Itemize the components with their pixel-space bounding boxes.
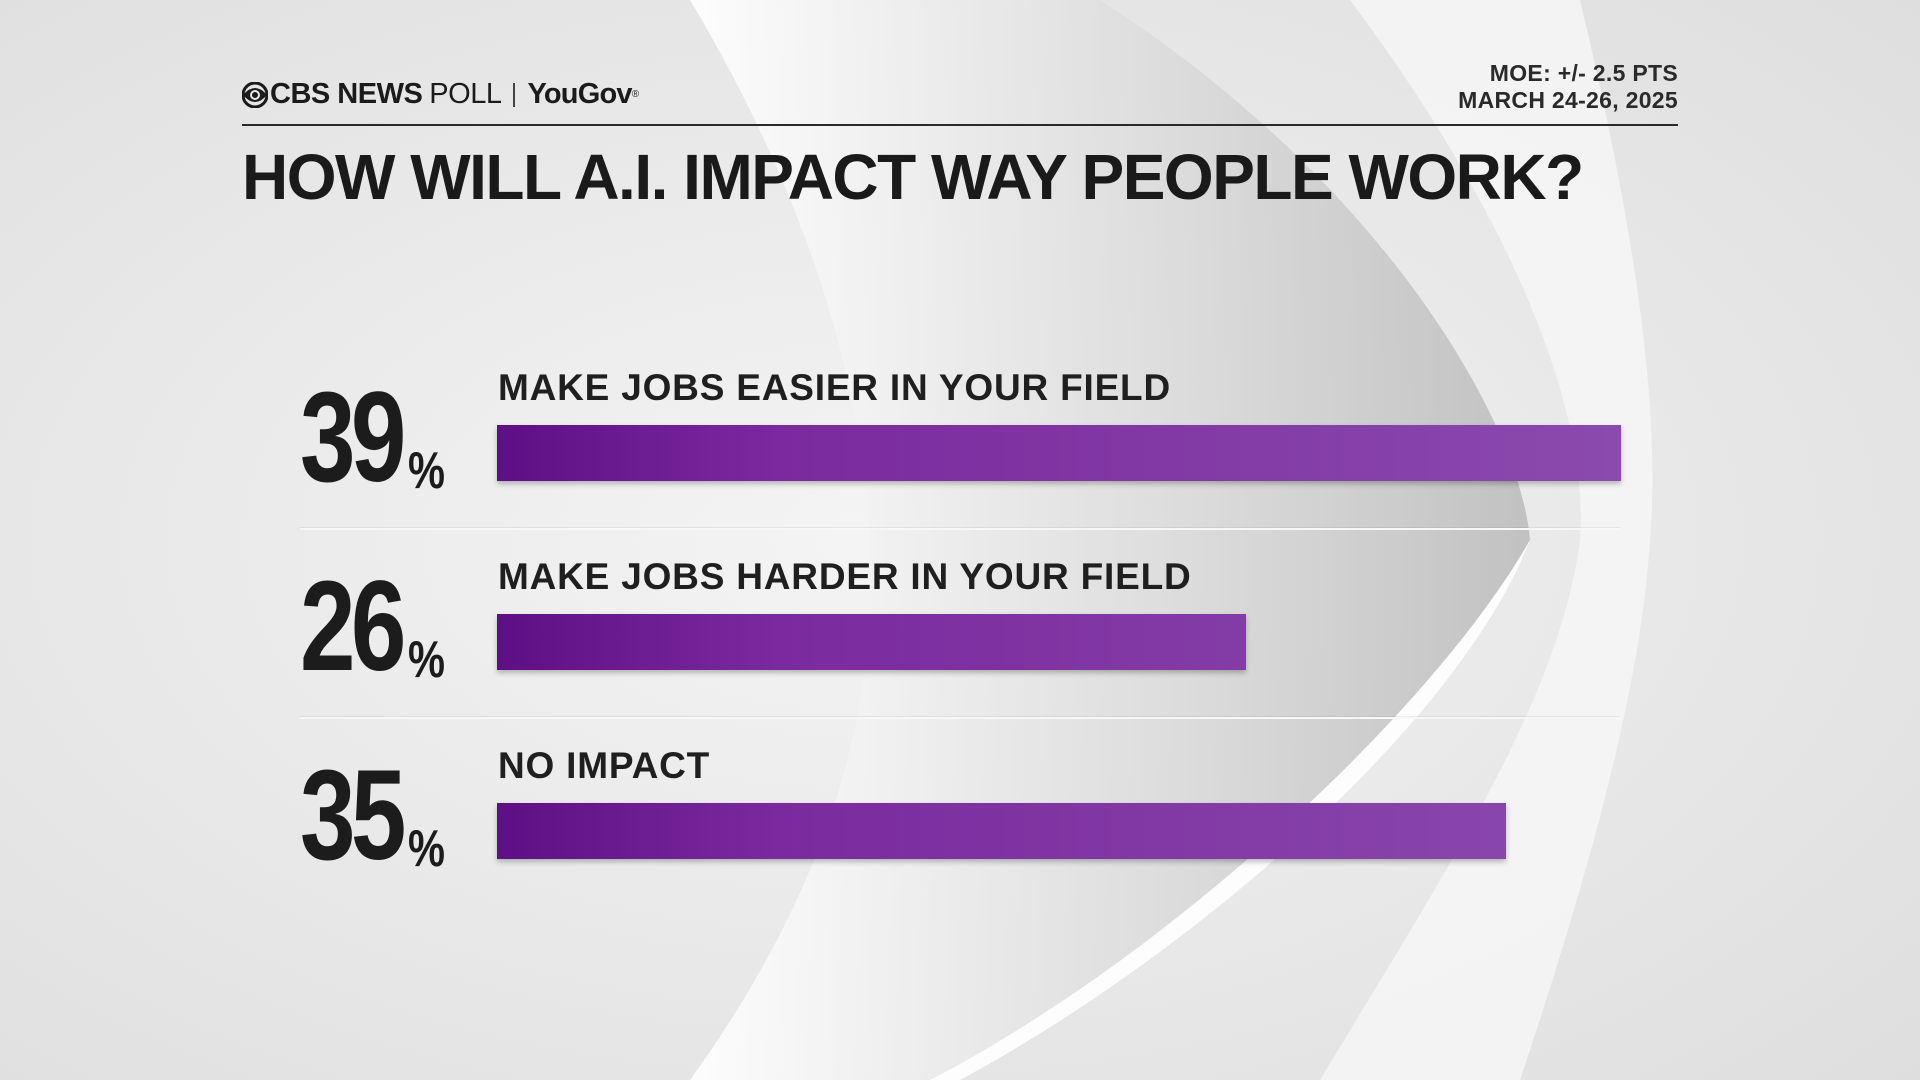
percent-sign: % [408, 631, 446, 689]
category-label: MAKE JOBS EASIER IN YOUR FIELD [498, 367, 1171, 408]
percent-sign: % [408, 442, 446, 500]
row-divider [300, 717, 1620, 719]
percent-value: 39 % [300, 366, 490, 509]
poll-header: CBS NEWS POLL YouGov ® MOE: +/- 2.5 PTS … [242, 60, 1678, 126]
poll-dates: MARCH 24-26, 2025 [1458, 87, 1678, 113]
registered-mark: ® [631, 89, 639, 100]
bar-track [497, 803, 1621, 859]
percent-value: 35 % [300, 744, 490, 887]
percent-sign: % [408, 820, 446, 878]
data-label: 39 [300, 366, 406, 509]
chart-title: HOW WILL A.I. IMPACT WAY PEOPLE WORK? [242, 141, 1584, 213]
poll-meta: MOE: +/- 2.5 PTS MARCH 24-26, 2025 [1458, 60, 1678, 114]
bar-row: 35 % NO IMPACT [300, 744, 1621, 888]
margin-of-error: MOE: +/- 2.5 PTS [1489, 60, 1678, 86]
row-divider [300, 528, 1620, 530]
bar-track [497, 614, 1621, 670]
category-label: NO IMPACT [498, 745, 711, 786]
cbs-yougov-logo: CBS NEWS POLL YouGov ® [242, 78, 639, 111]
bar-mark [497, 614, 1246, 670]
brand-separator [513, 82, 516, 107]
bar-mark [497, 803, 1506, 859]
brand-poll: POLL [429, 78, 502, 110]
data-label: 35 [300, 744, 406, 887]
bar-mark [497, 425, 1621, 481]
data-label: 26 [300, 555, 406, 698]
percent-value: 26 % [300, 555, 490, 698]
bar-row: 26 % MAKE JOBS HARDER IN YOUR FIELD [300, 555, 1621, 699]
bar-track [497, 425, 1621, 481]
brand-cbs-news: CBS NEWS [270, 78, 423, 110]
brand-yougov: YouGov [527, 78, 632, 110]
bar-row: 39 % MAKE JOBS EASIER IN YOUR FIELD [300, 366, 1621, 510]
category-label: MAKE JOBS HARDER IN YOUR FIELD [498, 556, 1192, 597]
cbs-eye-icon [242, 81, 268, 108]
